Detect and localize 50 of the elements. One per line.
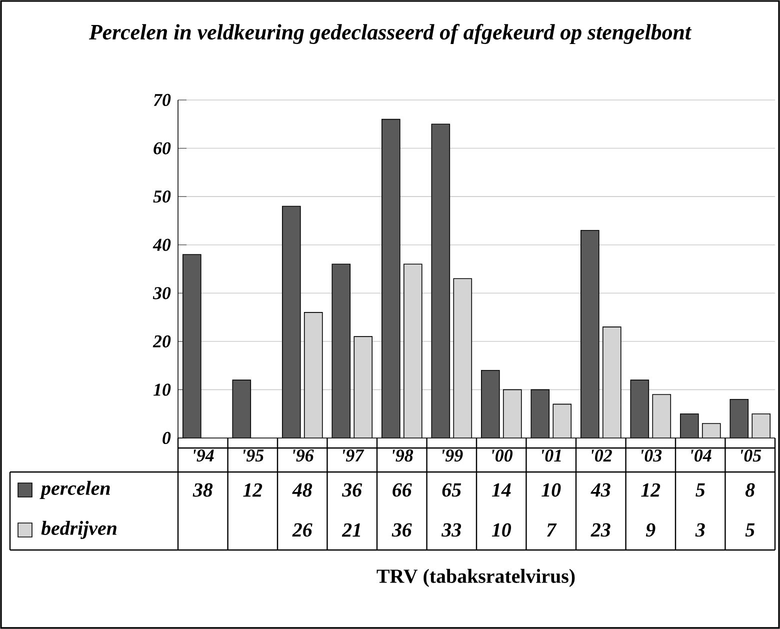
- data-label: 7: [546, 523, 557, 537]
- bar: [552, 404, 572, 438]
- data-label: 33: [441, 523, 462, 537]
- data-label: 43: [590, 483, 610, 497]
- data-label: 3: [695, 523, 705, 537]
- data-label: 14: [492, 483, 511, 497]
- data-label: 12: [641, 483, 660, 497]
- data-label: 65: [442, 483, 462, 497]
- y-tick-label: 30: [152, 287, 171, 300]
- data-label: 9: [646, 523, 656, 537]
- legend-label: percelen: [40, 480, 110, 500]
- y-tick-label: 20: [152, 335, 171, 348]
- data-label: 8: [745, 483, 755, 497]
- y-tick-label: 10: [153, 384, 171, 396]
- y-tick-label: 0: [162, 432, 171, 444]
- data-label: 5: [745, 523, 755, 537]
- x-tick-label: '05: [741, 450, 762, 462]
- data-label: 36: [392, 523, 412, 537]
- data-label: 21: [342, 523, 360, 537]
- legend-label: bedrijven: [41, 520, 116, 540]
- y-tick-label: 40: [152, 238, 171, 251]
- bar: [502, 389, 522, 438]
- data-label: 66: [392, 483, 412, 497]
- x-tick-label: '99: [442, 450, 463, 462]
- x-tick-label: '04: [691, 450, 712, 462]
- y-tick-label: 60: [154, 142, 171, 154]
- x-tick-label: '96: [293, 450, 314, 462]
- data-label: 26: [292, 523, 312, 537]
- data-label: 36: [342, 483, 362, 497]
- x-tick-label: '03: [642, 450, 662, 462]
- x-tick-label: '98: [392, 450, 414, 462]
- x-tick-label: '97: [343, 450, 364, 462]
- text: TRV (tabaksratelvirus): [376, 568, 575, 588]
- bar: [752, 413, 771, 438]
- x-tick-label: '01: [542, 450, 561, 462]
- data-label: 12: [243, 483, 262, 497]
- y-tick-label: 70: [154, 94, 171, 106]
- x-tick-label: '94: [194, 450, 214, 462]
- x-tick-label: '00: [492, 450, 513, 462]
- data-label: 10: [542, 483, 561, 497]
- data-label: 10: [492, 523, 512, 537]
- data-label: 5: [696, 483, 705, 497]
- bar: [652, 394, 672, 438]
- y-tick-label: 50: [153, 190, 171, 203]
- chart-title: Percelen in veldkeuring gedeclasseerd of afgekeurd op stengelbont: [88, 24, 692, 44]
- data-label: 23: [590, 523, 610, 537]
- x-tick-label: '02: [592, 450, 612, 462]
- data-label: 48: [292, 483, 312, 497]
- data-label: 38: [192, 483, 213, 497]
- x-tick-label: '95: [244, 450, 264, 462]
